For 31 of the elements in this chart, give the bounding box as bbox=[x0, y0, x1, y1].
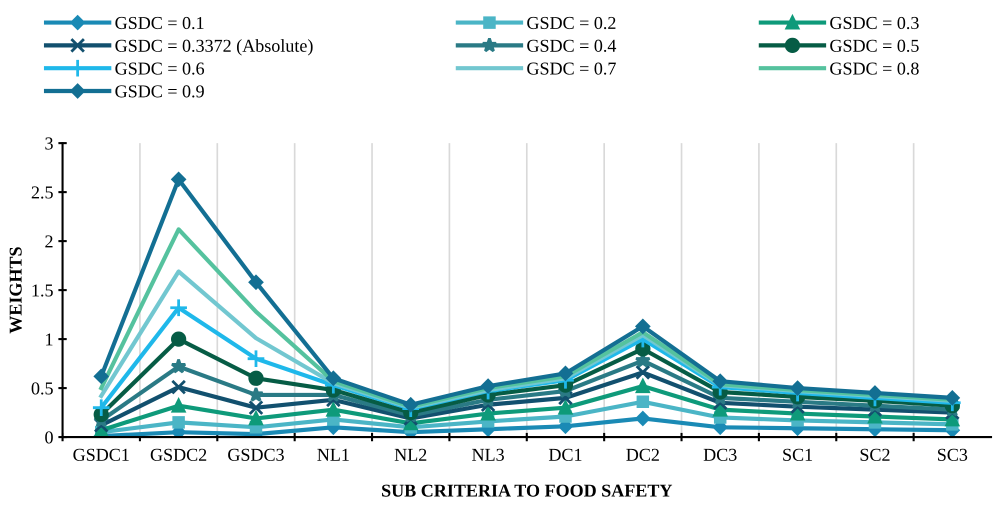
legend-label: GSDC = 0.7 bbox=[527, 62, 616, 75]
y-tick-label: 2 bbox=[45, 235, 53, 248]
x-tick-label: SC1 bbox=[783, 448, 812, 461]
x-tick-label: GSDC1 bbox=[73, 448, 129, 461]
legend-label: GSDC = 0.5 bbox=[830, 40, 919, 52]
y-tick-label: 0.5 bbox=[32, 382, 53, 395]
x-tick-label: GSDC2 bbox=[150, 448, 206, 461]
y-axis-title: WEIGHTS bbox=[10, 247, 22, 334]
x-tick-label: NL2 bbox=[394, 448, 426, 461]
y-tick-label: 0 bbox=[45, 431, 53, 444]
x-tick-label: DC1 bbox=[548, 448, 582, 461]
x-axis-title: SUB CRITERIA TO FOOD SAFETY bbox=[382, 484, 672, 497]
y-tick-label: 1 bbox=[46, 333, 52, 346]
legend-label: GSDC = 0.2 bbox=[527, 16, 616, 30]
y-tick-label: 1.5 bbox=[32, 284, 53, 297]
x-tick-label: GSDC3 bbox=[228, 448, 284, 461]
x-tick-label: DC3 bbox=[704, 448, 737, 461]
x-tick-label: NL1 bbox=[317, 448, 349, 461]
x-tick-label: SC3 bbox=[938, 448, 968, 461]
legend-label: GSDC = 0.3 bbox=[830, 16, 919, 30]
legend-label: GSDC = 0.3372 (Absolute) bbox=[115, 39, 313, 56]
legend-label: GSDC = 0.9 bbox=[115, 85, 204, 98]
legend-label: GSDC = 0.8 bbox=[830, 62, 919, 75]
x-tick-label: DC2 bbox=[626, 448, 659, 461]
legend-label: GSDC = 0.6 bbox=[115, 62, 204, 75]
x-tick-label: SC2 bbox=[860, 448, 890, 461]
x-tick-label: NL3 bbox=[472, 448, 504, 461]
y-tick-label: 3 bbox=[45, 137, 53, 150]
y-tick-label: 2.5 bbox=[32, 186, 53, 199]
legend-label: GSDC = 0.1 bbox=[115, 16, 204, 30]
legend-label: GSDC = 0.4 bbox=[527, 40, 616, 52]
